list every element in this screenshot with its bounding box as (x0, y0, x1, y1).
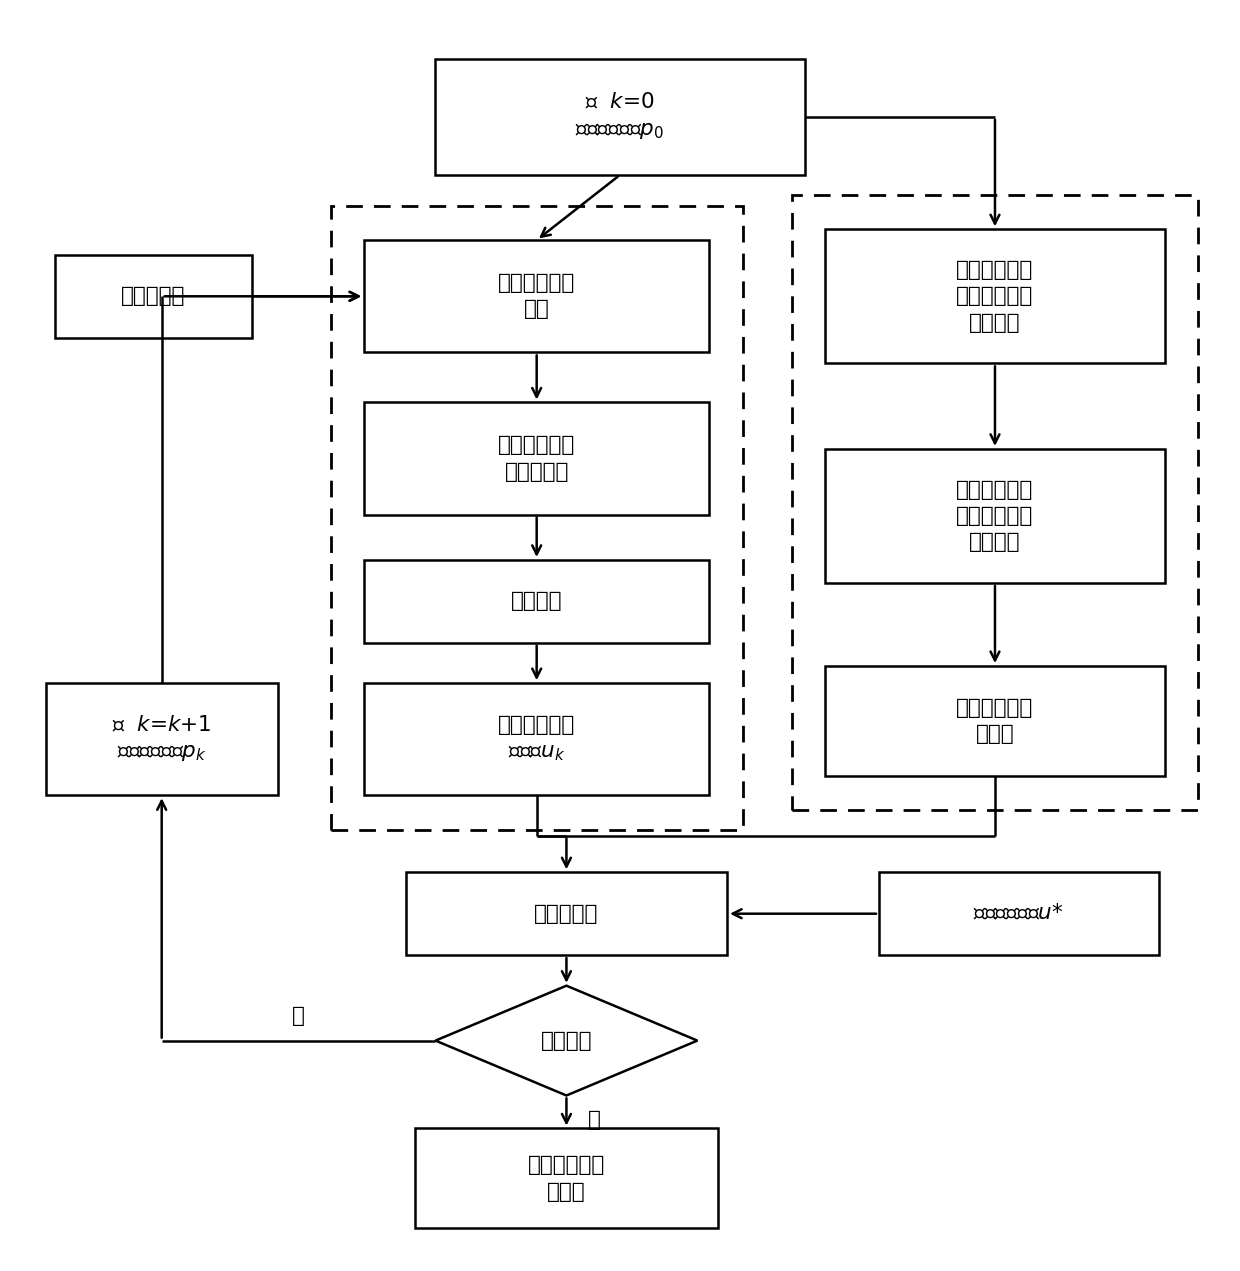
Text: 计算单元尴阵
及单尴对材料
参数偏导: 计算单元尴阵 及单尴对材料 参数偏导 (956, 259, 1034, 333)
Text: 计算相对灵敏
度矩阵: 计算相对灵敏 度矩阵 (956, 698, 1034, 744)
FancyBboxPatch shape (365, 683, 709, 796)
FancyBboxPatch shape (435, 58, 805, 175)
Text: 结构分析: 结构分析 (511, 591, 563, 611)
Polygon shape (435, 986, 697, 1096)
FancyBboxPatch shape (55, 254, 252, 338)
Text: 收敛准则: 收敛准则 (541, 1031, 593, 1051)
Text: 试验测量位移$u$*: 试验测量位移$u$* (973, 904, 1064, 924)
FancyBboxPatch shape (365, 559, 709, 643)
Text: 有限元模型: 有限元模型 (122, 286, 186, 306)
Text: 是: 是 (588, 1110, 600, 1130)
FancyBboxPatch shape (414, 1129, 718, 1229)
Text: 令  $k$=$k$+1
更新材料参数$p_k$: 令 $k$=$k$+1 更新材料参数$p_k$ (112, 716, 211, 764)
FancyBboxPatch shape (826, 229, 1164, 364)
Text: 令  $k$=0
初始材料参数$p_0$: 令 $k$=0 初始材料参数$p_0$ (575, 93, 665, 141)
FancyBboxPatch shape (826, 449, 1164, 583)
Text: 提取对应测点
的位移$u_k$: 提取对应测点 的位移$u_k$ (498, 716, 575, 763)
Text: 否: 否 (293, 1005, 305, 1026)
Text: 施加分析边界
条件与载荷: 施加分析边界 条件与载荷 (498, 436, 575, 482)
FancyBboxPatch shape (365, 240, 709, 352)
Text: 复合材料多组
分参数: 复合材料多组 分参数 (528, 1155, 605, 1201)
FancyBboxPatch shape (46, 683, 278, 796)
Text: 最小二乘法: 最小二乘法 (534, 904, 599, 924)
FancyBboxPatch shape (405, 872, 727, 956)
Text: 叠加整体尴阵
及整尴对材料
参数偏导: 叠加整体尴阵 及整尴对材料 参数偏导 (956, 479, 1034, 553)
FancyBboxPatch shape (879, 872, 1158, 956)
FancyBboxPatch shape (365, 403, 709, 515)
Text: 定义结构材料
参数: 定义结构材料 参数 (498, 273, 575, 319)
FancyBboxPatch shape (826, 666, 1164, 775)
